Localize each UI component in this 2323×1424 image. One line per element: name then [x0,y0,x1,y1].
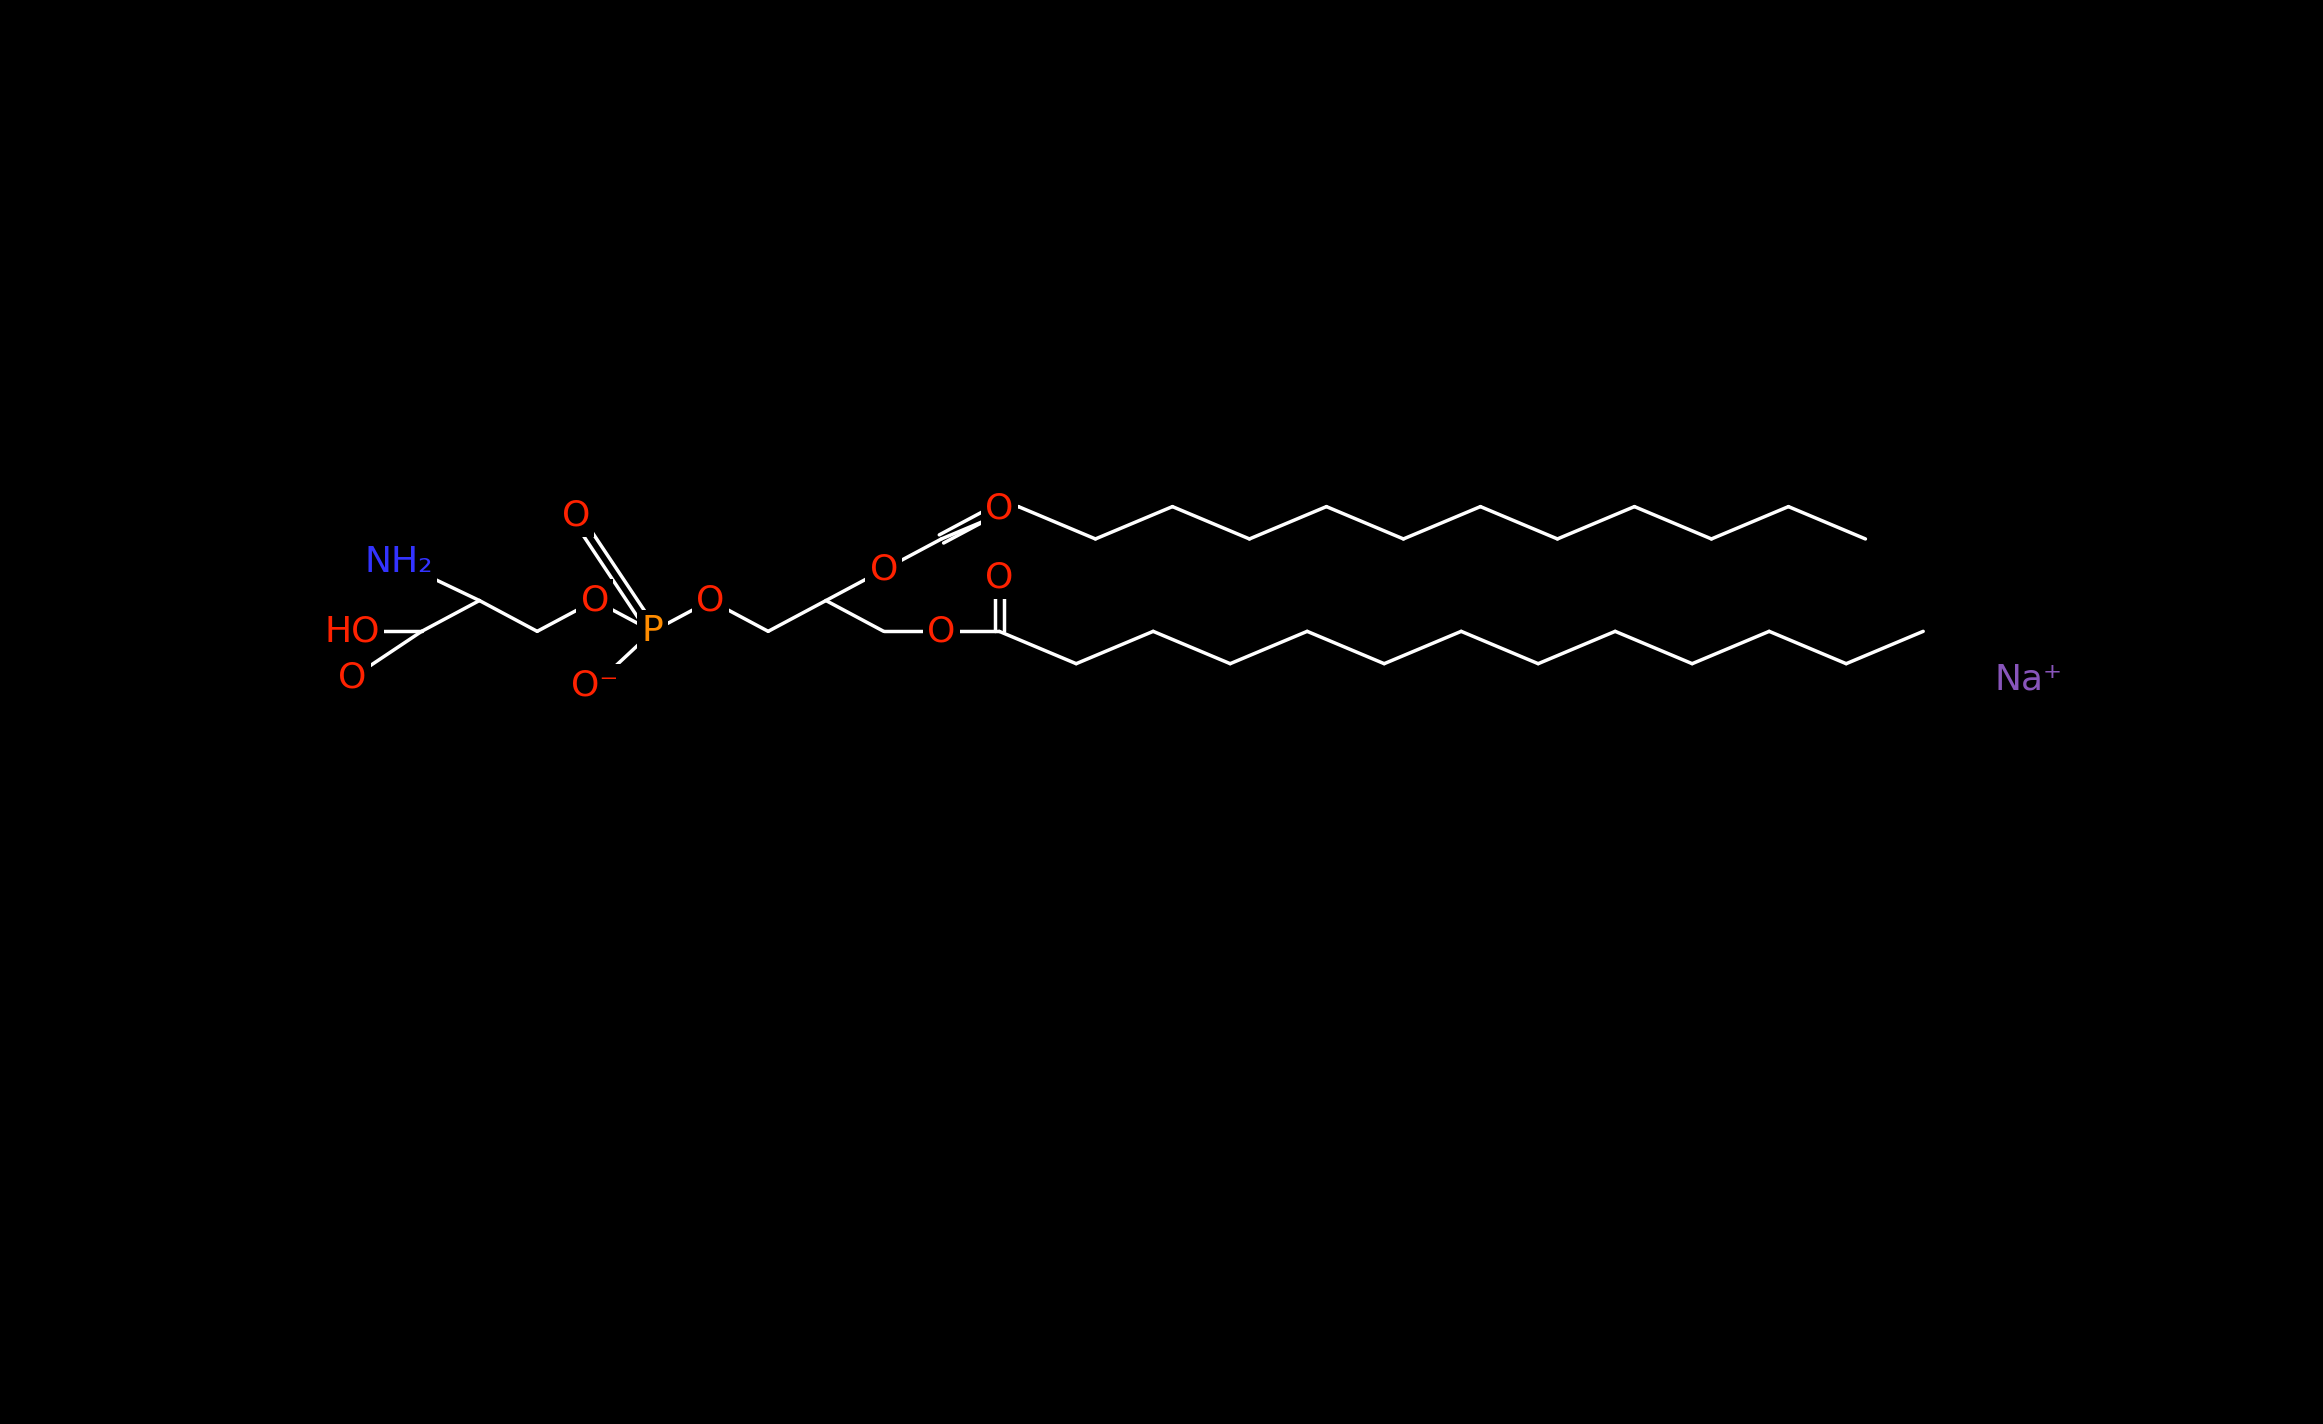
Text: P: P [641,614,664,648]
Text: O⁻: O⁻ [571,668,618,702]
Text: O: O [339,661,367,695]
Text: O: O [985,491,1013,525]
Text: NH₂: NH₂ [365,545,432,580]
Text: O: O [562,498,590,533]
Text: HO: HO [325,614,381,648]
Text: Na⁺: Na⁺ [1995,662,2063,696]
Text: O: O [581,584,609,618]
Text: O: O [927,614,955,648]
Text: O: O [985,561,1013,594]
Text: O: O [869,553,899,587]
Text: O: O [697,584,725,618]
